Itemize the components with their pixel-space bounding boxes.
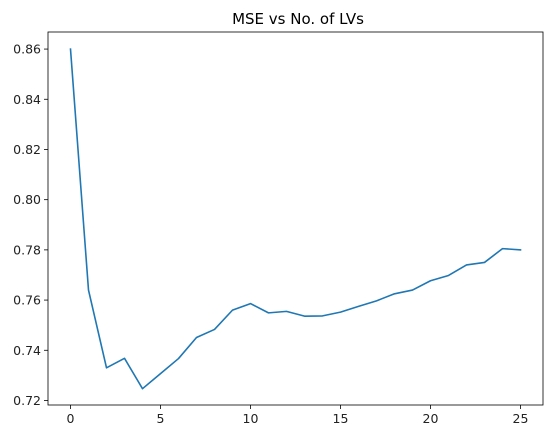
x-tick-label: 25 <box>513 411 529 426</box>
y-tick-label: 0.78 <box>13 242 41 257</box>
y-tick-label: 0.86 <box>13 42 41 57</box>
y-tick-label: 0.82 <box>13 142 41 157</box>
x-tick-label: 15 <box>333 411 349 426</box>
series-line-0 <box>69 48 522 390</box>
y-tick-label: 0.72 <box>13 393 41 408</box>
plot-area <box>47 31 544 406</box>
x-axis: 0 5 10 15 20 25 <box>67 405 529 426</box>
chart-title: MSE vs No. of LVs <box>232 10 364 28</box>
y-tick-label: 0.80 <box>13 192 41 207</box>
y-tick-label: 0.74 <box>13 343 41 358</box>
y-axis: 0.72 0.74 0.76 0.78 0.80 0.82 0.84 0.86 <box>13 42 48 408</box>
series-layer <box>69 48 522 390</box>
y-tick-label: 0.76 <box>13 293 41 308</box>
x-tick-label: 5 <box>157 411 165 426</box>
plot-frame <box>47 31 544 406</box>
x-tick-label: 0 <box>67 411 75 426</box>
y-tick-label: 0.84 <box>13 92 41 107</box>
x-tick-label: 10 <box>243 411 259 426</box>
x-tick-label: 20 <box>423 411 439 426</box>
